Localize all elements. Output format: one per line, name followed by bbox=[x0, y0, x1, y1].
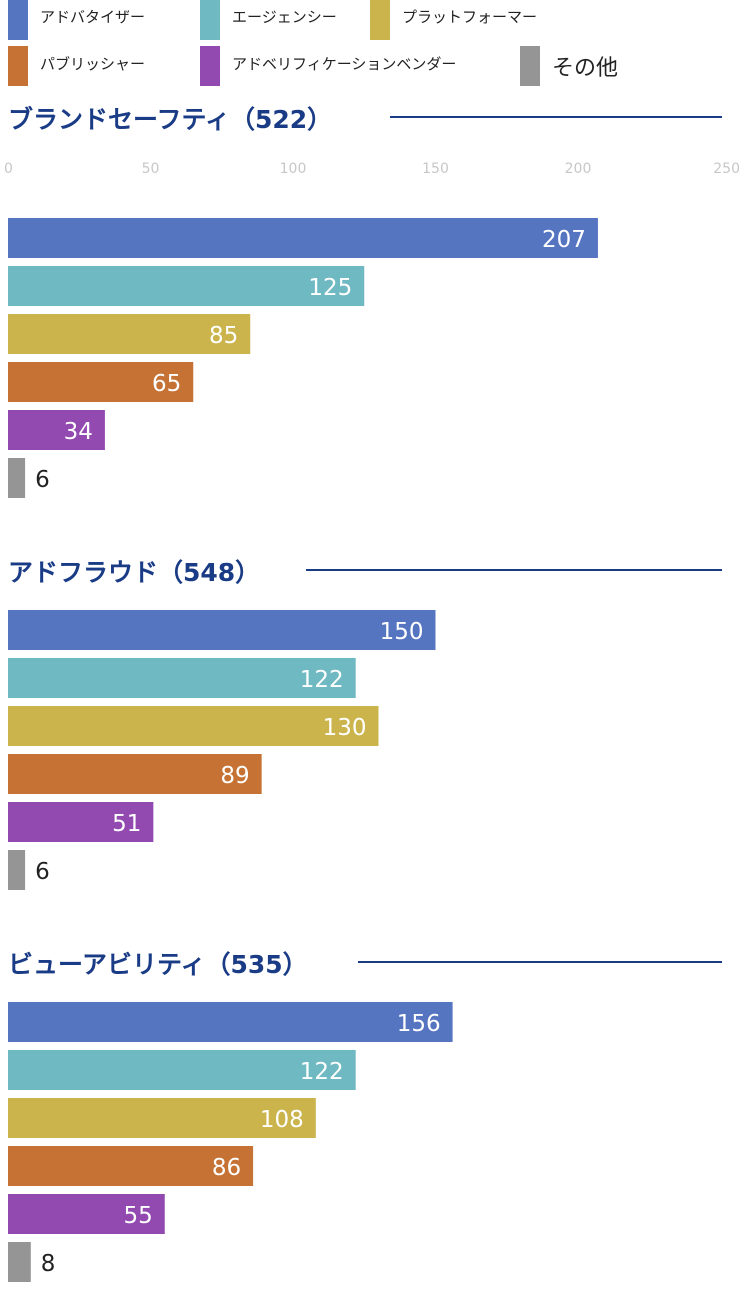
legend-label: プラットフォーマー bbox=[402, 8, 537, 26]
bar bbox=[8, 314, 251, 354]
legend-label: エージェンシー bbox=[232, 8, 337, 26]
legend-swatch bbox=[370, 0, 390, 40]
legend-label: アドバタイザー bbox=[40, 8, 145, 26]
bar bbox=[8, 802, 154, 842]
data-label: 85 bbox=[209, 323, 238, 349]
data-label: 89 bbox=[220, 763, 249, 789]
bar bbox=[8, 362, 194, 402]
bar bbox=[8, 410, 105, 450]
legend-swatch bbox=[200, 0, 220, 40]
bar bbox=[8, 1098, 316, 1138]
data-label: 125 bbox=[308, 275, 352, 301]
data-label: 122 bbox=[300, 667, 344, 693]
bar bbox=[8, 1050, 356, 1090]
data-label: 156 bbox=[397, 1011, 441, 1037]
legend-swatch bbox=[8, 46, 28, 86]
data-label: 130 bbox=[323, 715, 367, 741]
bar bbox=[8, 218, 598, 258]
bar bbox=[8, 458, 26, 498]
bar bbox=[8, 850, 26, 890]
data-label: 108 bbox=[260, 1107, 304, 1133]
legend-swatch bbox=[200, 46, 220, 86]
tick-label: 100 bbox=[280, 161, 307, 177]
data-label: 122 bbox=[300, 1059, 344, 1085]
legend-label: アドベリフィケーションベンダー bbox=[232, 55, 456, 73]
bar bbox=[8, 706, 379, 746]
tick-label: 200 bbox=[565, 161, 592, 177]
legend-label: パブリッシャー bbox=[40, 55, 145, 73]
group-title: ビューアビリティ（535） bbox=[8, 950, 308, 979]
bar bbox=[8, 610, 436, 650]
data-label: 6 bbox=[35, 859, 50, 885]
data-label: 55 bbox=[123, 1203, 152, 1229]
tick-label: 150 bbox=[422, 161, 449, 177]
bar bbox=[8, 1242, 31, 1282]
data-label: 8 bbox=[41, 1251, 56, 1277]
data-label: 150 bbox=[380, 619, 424, 645]
bar bbox=[8, 1194, 165, 1234]
bar bbox=[8, 658, 356, 698]
tick-label: 250 bbox=[713, 161, 740, 177]
legend-swatch bbox=[520, 46, 540, 86]
data-label: 207 bbox=[542, 227, 586, 253]
data-label: 34 bbox=[64, 419, 93, 445]
tick-label: 0 bbox=[4, 161, 13, 177]
data-label: 6 bbox=[35, 467, 50, 493]
tick-label: 50 bbox=[142, 161, 160, 177]
data-label: 51 bbox=[112, 811, 141, 837]
bar bbox=[8, 266, 365, 306]
group-title: ブランドセーフティ（522） bbox=[8, 105, 332, 134]
legend-label: その他 bbox=[552, 56, 618, 81]
bar bbox=[8, 1002, 453, 1042]
bar bbox=[8, 1146, 254, 1186]
bar bbox=[8, 754, 262, 794]
data-label: 65 bbox=[152, 371, 181, 397]
legend-swatch bbox=[8, 0, 28, 40]
group-title: アドフラウド（548） bbox=[8, 558, 260, 587]
data-label: 86 bbox=[212, 1155, 241, 1181]
